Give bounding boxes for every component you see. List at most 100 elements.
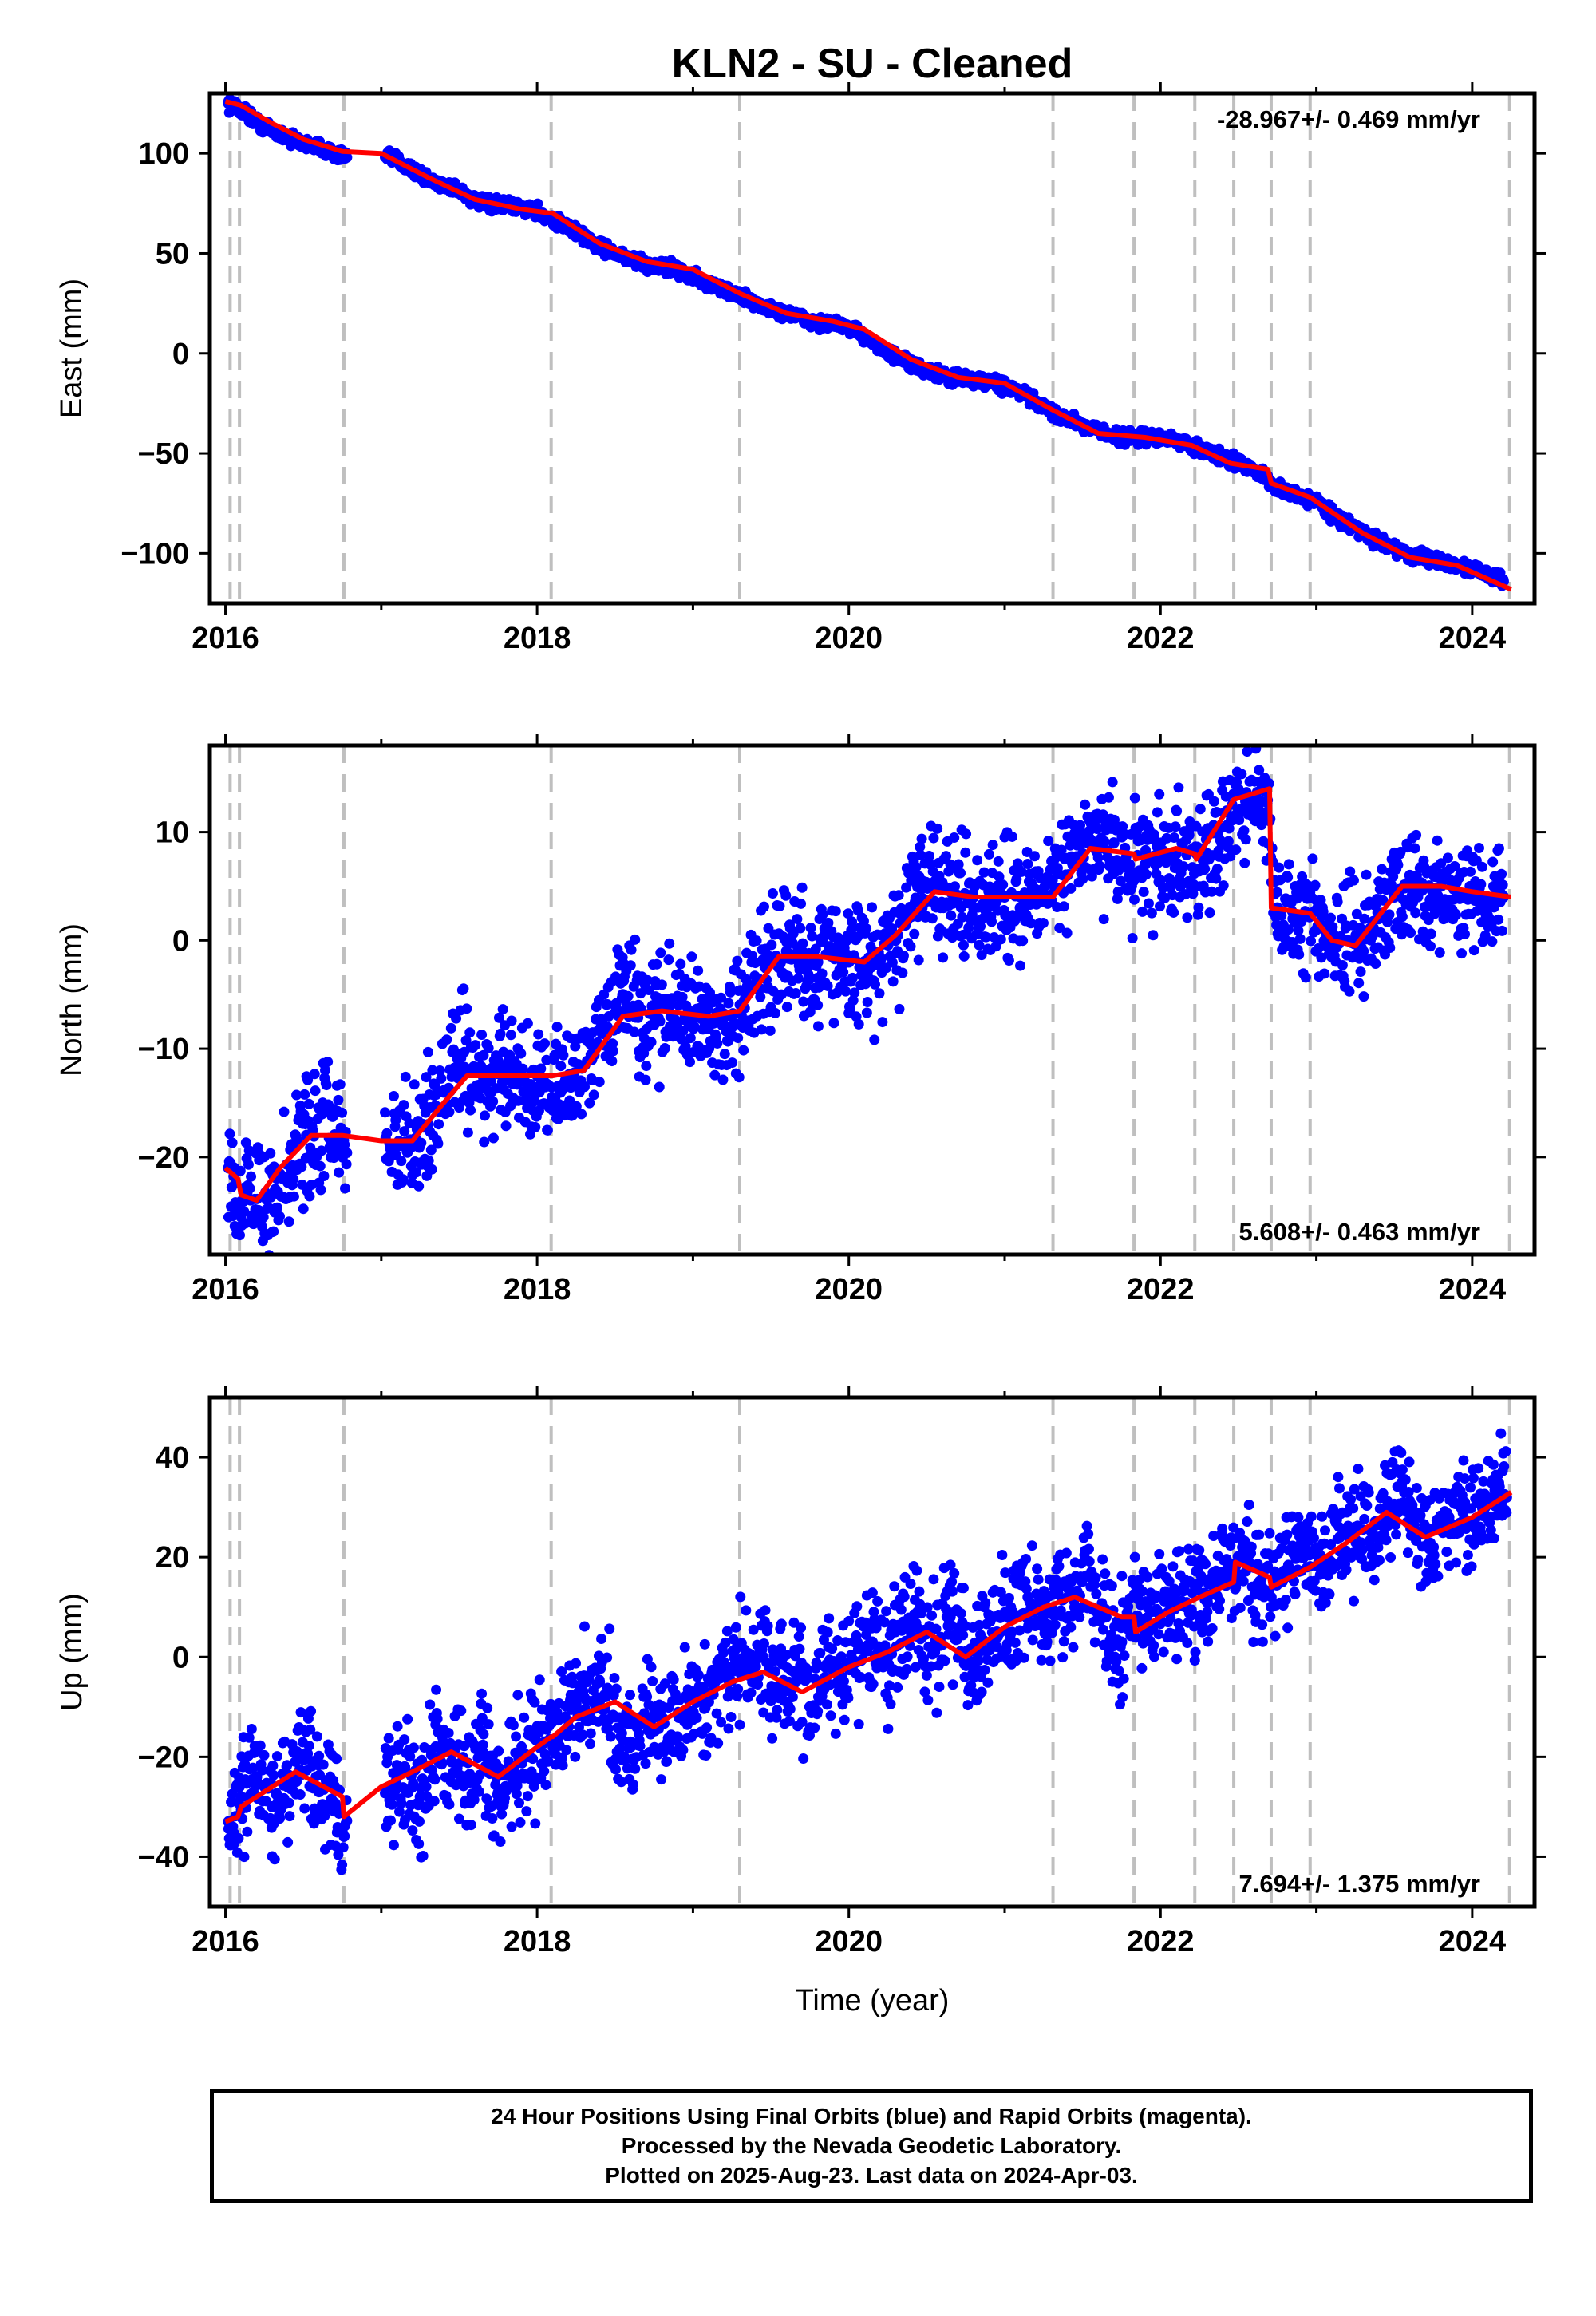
data-point [905, 941, 916, 952]
data-point [1238, 825, 1250, 836]
data-point [417, 1851, 429, 1862]
data-point [1451, 910, 1462, 921]
data-point [928, 832, 939, 844]
data-point [716, 1717, 727, 1728]
data-point [479, 1136, 490, 1148]
data-point [1325, 912, 1337, 923]
data-point [798, 996, 809, 1007]
data-point [309, 1069, 320, 1080]
data-point [1178, 861, 1189, 872]
data-point [602, 1723, 614, 1734]
data-point [1449, 860, 1460, 871]
data-point [887, 957, 898, 968]
data-point [451, 1013, 462, 1024]
data-point [1017, 935, 1029, 947]
data-point [385, 1815, 397, 1826]
data-point [1140, 869, 1152, 880]
data-point [465, 1820, 476, 1831]
data-point [1094, 860, 1105, 871]
data-point [675, 958, 686, 970]
data-point [711, 1708, 722, 1719]
data-point [302, 1074, 314, 1085]
data-point [295, 1707, 306, 1718]
plot-area [223, 1397, 1513, 1907]
data-point [274, 1813, 285, 1824]
data-point [259, 121, 271, 133]
data-point [1232, 804, 1244, 816]
data-point [461, 1003, 472, 1014]
x-tick-label: 2016 [192, 622, 259, 655]
data-point [673, 1000, 684, 1011]
data-point [570, 1041, 581, 1052]
data-point [1129, 792, 1140, 804]
data-point [1211, 864, 1223, 875]
data-point [932, 823, 943, 834]
data-point [957, 911, 968, 923]
data-point [441, 1034, 452, 1045]
data-point [654, 1081, 665, 1093]
data-point [429, 1080, 440, 1091]
data-point [887, 923, 898, 935]
data-point [542, 1124, 553, 1136]
data-point [1061, 927, 1073, 939]
data-point [539, 1765, 550, 1777]
data-point [393, 1806, 405, 1817]
data-point [1306, 935, 1317, 947]
data-point [1103, 792, 1114, 803]
data-point [320, 1065, 331, 1076]
data-point [579, 1621, 590, 1632]
data-point [987, 840, 998, 851]
data-point [513, 1797, 524, 1808]
data-point [1204, 907, 1215, 919]
data-point [1037, 918, 1049, 929]
data-point [796, 945, 808, 957]
data-point [867, 902, 878, 913]
data-point [1092, 852, 1104, 864]
data-point [481, 1793, 492, 1804]
data-point [983, 848, 994, 860]
data-point [961, 828, 972, 840]
data-point [274, 1211, 285, 1222]
data-point [1234, 815, 1245, 826]
data-point [718, 1647, 729, 1658]
data-point [656, 979, 667, 990]
data-point [464, 1027, 476, 1038]
data-point [905, 902, 917, 914]
data-point [1393, 860, 1404, 871]
data-point [781, 1002, 792, 1013]
data-point [1231, 844, 1242, 856]
data-point [383, 1733, 394, 1744]
data-point [1496, 868, 1507, 879]
data-point [723, 998, 734, 1009]
data-point [259, 1749, 270, 1761]
data-point [298, 1203, 309, 1215]
data-point [709, 1069, 721, 1081]
data-point [993, 856, 1004, 867]
data-point [685, 1033, 696, 1044]
data-point [733, 1033, 744, 1044]
y-tick-label: −10 [138, 1033, 189, 1066]
data-point [443, 1727, 454, 1738]
data-point [380, 1107, 391, 1118]
data-point [413, 1816, 425, 1827]
data-point [963, 923, 974, 934]
data-point [602, 1021, 613, 1033]
data-point [958, 951, 970, 962]
data-point [1058, 901, 1069, 912]
data-point [311, 1731, 322, 1742]
data-point [946, 910, 957, 921]
data-point [399, 1126, 410, 1137]
data-point [605, 1731, 616, 1742]
data-point [588, 1089, 599, 1101]
data-point [495, 1836, 506, 1848]
data-point [689, 1021, 700, 1032]
point-cloud [223, 1428, 1512, 1875]
data-point [1127, 932, 1138, 943]
data-point [303, 1098, 314, 1109]
data-point [1344, 986, 1355, 997]
data-point [530, 1121, 541, 1132]
data-point [341, 1159, 352, 1170]
data-point [1148, 930, 1159, 941]
data-point [476, 1688, 488, 1699]
